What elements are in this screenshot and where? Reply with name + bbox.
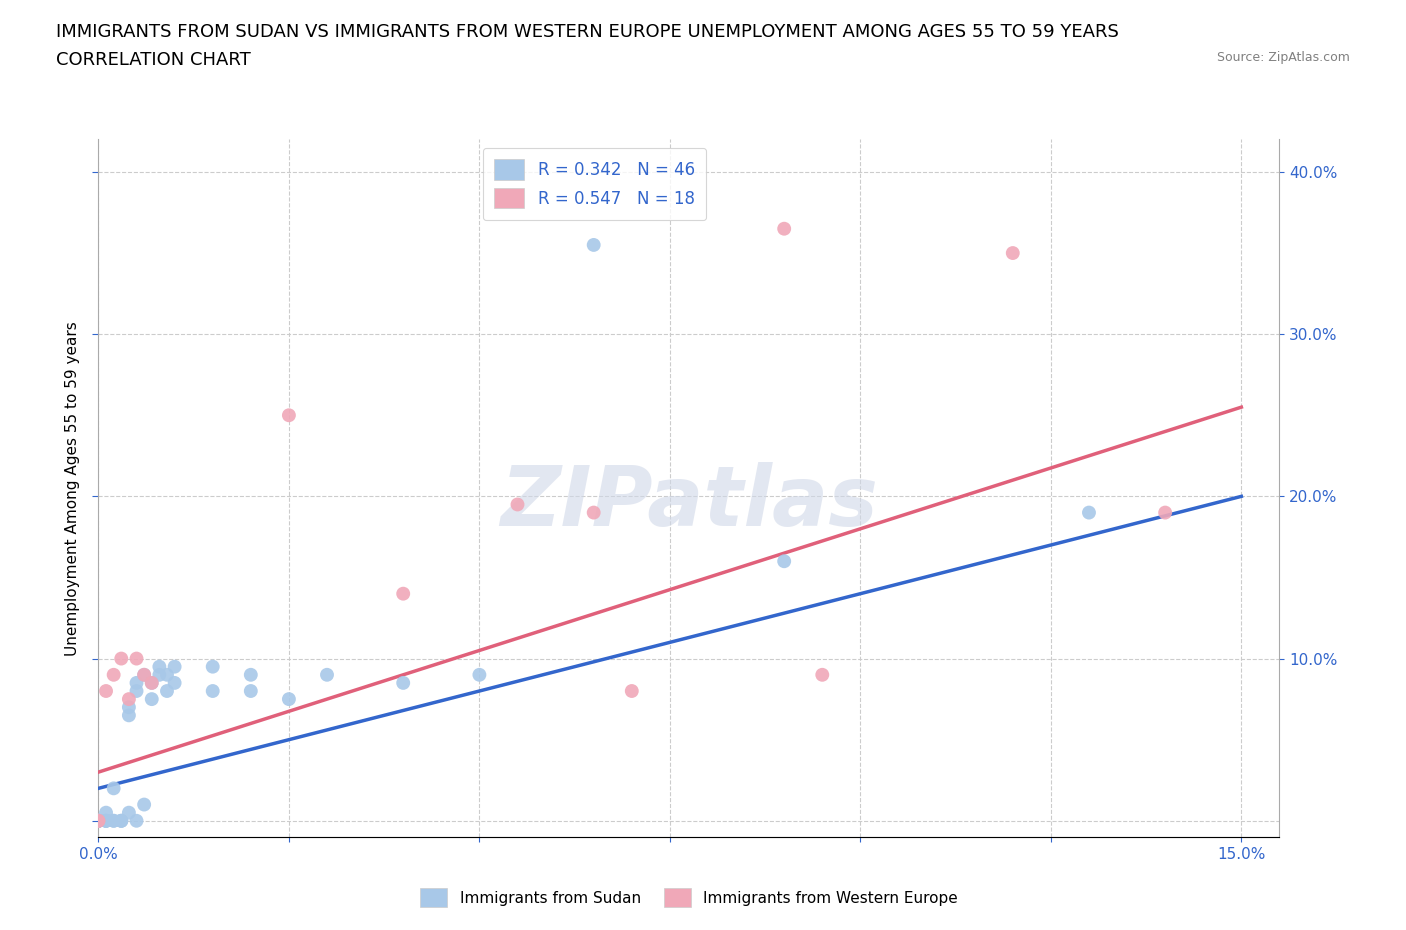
Point bbox=[94, 814, 117, 829]
Point bbox=[125, 814, 148, 829]
Point bbox=[87, 814, 110, 829]
Point bbox=[1078, 505, 1101, 520]
Point bbox=[94, 814, 117, 829]
Point bbox=[1154, 505, 1177, 520]
Point bbox=[118, 708, 141, 723]
Point bbox=[163, 659, 186, 674]
Text: ZIPatlas: ZIPatlas bbox=[501, 461, 877, 543]
Point bbox=[1001, 246, 1024, 260]
Point bbox=[506, 497, 529, 512]
Point bbox=[156, 668, 179, 683]
Point bbox=[156, 684, 179, 698]
Point bbox=[582, 505, 605, 520]
Point bbox=[87, 814, 110, 829]
Point bbox=[163, 675, 186, 690]
Point bbox=[87, 814, 110, 829]
Point bbox=[94, 805, 117, 820]
Point bbox=[118, 699, 141, 714]
Point bbox=[201, 684, 224, 698]
Point bbox=[87, 814, 110, 829]
Point bbox=[94, 684, 117, 698]
Point bbox=[110, 814, 132, 829]
Y-axis label: Unemployment Among Ages 55 to 59 years: Unemployment Among Ages 55 to 59 years bbox=[65, 321, 80, 656]
Point bbox=[201, 659, 224, 674]
Point bbox=[87, 814, 110, 829]
Point bbox=[582, 237, 605, 252]
Point bbox=[118, 692, 141, 707]
Point bbox=[110, 814, 132, 829]
Point bbox=[110, 651, 132, 666]
Point bbox=[773, 553, 796, 568]
Point bbox=[239, 668, 262, 683]
Point bbox=[316, 668, 339, 683]
Point bbox=[87, 814, 110, 829]
Text: IMMIGRANTS FROM SUDAN VS IMMIGRANTS FROM WESTERN EUROPE UNEMPLOYMENT AMONG AGES : IMMIGRANTS FROM SUDAN VS IMMIGRANTS FROM… bbox=[56, 23, 1119, 41]
Point bbox=[141, 675, 163, 690]
Point bbox=[125, 684, 148, 698]
Point bbox=[277, 692, 299, 707]
Point bbox=[141, 692, 163, 707]
Point bbox=[103, 814, 125, 829]
Legend: Immigrants from Sudan, Immigrants from Western Europe: Immigrants from Sudan, Immigrants from W… bbox=[413, 883, 965, 913]
Point bbox=[239, 684, 262, 698]
Point bbox=[94, 814, 117, 829]
Text: CORRELATION CHART: CORRELATION CHART bbox=[56, 51, 252, 69]
Point bbox=[392, 675, 415, 690]
Point bbox=[87, 814, 110, 829]
Point bbox=[125, 675, 148, 690]
Point bbox=[118, 805, 141, 820]
Point bbox=[87, 814, 110, 829]
Point bbox=[773, 221, 796, 236]
Point bbox=[134, 668, 156, 683]
Point bbox=[103, 781, 125, 796]
Point bbox=[103, 814, 125, 829]
Point bbox=[134, 668, 156, 683]
Point bbox=[141, 675, 163, 690]
Point bbox=[620, 684, 643, 698]
Point bbox=[468, 668, 491, 683]
Text: Source: ZipAtlas.com: Source: ZipAtlas.com bbox=[1216, 51, 1350, 64]
Point bbox=[148, 668, 170, 683]
Point bbox=[110, 814, 132, 829]
Point bbox=[94, 814, 117, 829]
Point bbox=[125, 651, 148, 666]
Point bbox=[277, 408, 299, 423]
Point bbox=[87, 814, 110, 829]
Point bbox=[392, 586, 415, 601]
Point bbox=[811, 668, 834, 683]
Point bbox=[103, 668, 125, 683]
Point bbox=[87, 814, 110, 829]
Point bbox=[148, 659, 170, 674]
Point bbox=[134, 797, 156, 812]
